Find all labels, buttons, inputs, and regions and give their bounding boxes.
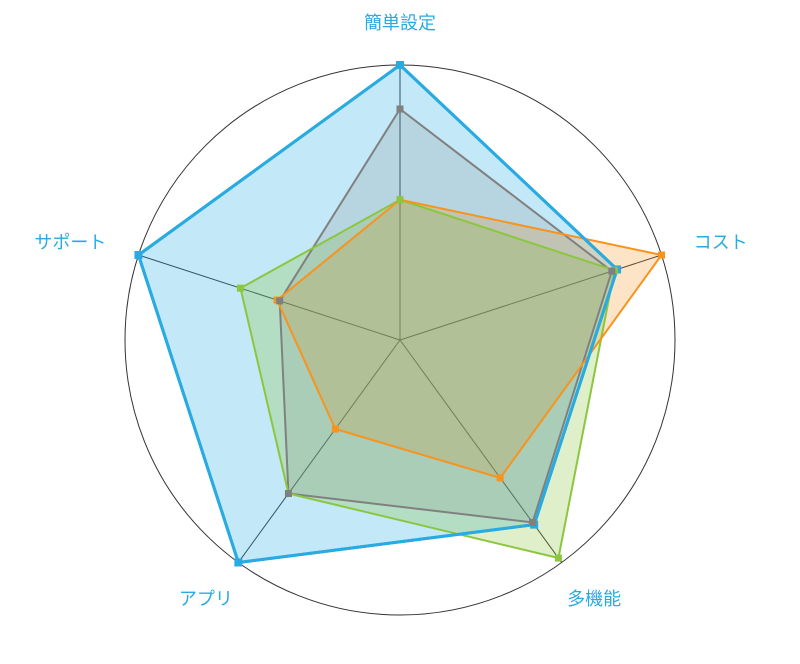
series-gray-marker xyxy=(529,519,536,526)
series-gray-marker xyxy=(276,297,283,304)
axis-label: コスト xyxy=(694,233,748,253)
series-green-marker xyxy=(555,555,562,562)
axis-label: 簡単設定 xyxy=(364,13,436,33)
series-gray-marker xyxy=(285,490,292,497)
axis-label: サポート xyxy=(34,233,106,253)
radar-chart: 簡単設定コスト多機能 アプリ サポート xyxy=(0,0,800,664)
series-green-marker xyxy=(237,285,244,292)
series-blue-marker xyxy=(134,251,142,259)
series-orange-marker xyxy=(497,474,504,481)
series-blue-marker xyxy=(396,61,404,69)
axis-label: アプリ xyxy=(179,589,233,609)
series-green-marker xyxy=(397,196,404,203)
series-orange-marker xyxy=(332,425,339,432)
axis-label: 多機能 xyxy=(567,589,621,609)
series-gray-marker xyxy=(397,106,404,113)
series-blue-marker xyxy=(234,558,242,566)
series-gray-marker xyxy=(608,268,615,275)
series-orange-marker xyxy=(658,252,665,259)
